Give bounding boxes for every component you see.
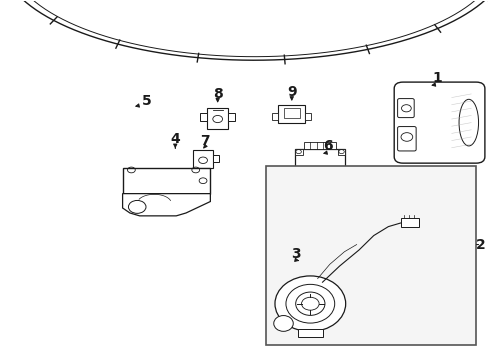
Ellipse shape [274, 276, 345, 332]
Text: 2: 2 [475, 238, 485, 252]
Bar [294, 149, 345, 179]
Bar [212, 155, 218, 162]
Bar [193, 150, 212, 168]
Bar [278, 105, 305, 123]
FancyBboxPatch shape [397, 127, 415, 151]
Bar [298, 329, 322, 337]
Text: 9: 9 [286, 85, 296, 99]
Text: 7: 7 [199, 134, 209, 148]
Bar [337, 173, 345, 179]
Ellipse shape [458, 99, 478, 146]
Bar [272, 113, 278, 120]
Bar [304, 141, 335, 149]
Bar [122, 168, 210, 194]
Ellipse shape [295, 292, 325, 315]
Bar [337, 149, 345, 154]
Bar [266, 166, 475, 345]
Bar [200, 113, 206, 121]
Bar [206, 108, 228, 129]
Bar [284, 108, 299, 118]
Bar [400, 219, 418, 227]
Text: 8: 8 [212, 87, 222, 101]
Polygon shape [122, 194, 210, 216]
Text: 6: 6 [323, 139, 332, 153]
Bar [294, 173, 302, 179]
Bar [294, 149, 302, 154]
Text: 3: 3 [290, 247, 300, 261]
Text: 1: 1 [431, 71, 441, 85]
Text: 5: 5 [142, 94, 152, 108]
Bar [228, 113, 235, 121]
Ellipse shape [285, 284, 334, 323]
FancyBboxPatch shape [393, 82, 484, 163]
FancyBboxPatch shape [397, 99, 413, 118]
Text: 4: 4 [170, 132, 180, 146]
Ellipse shape [273, 316, 293, 331]
Bar [305, 113, 311, 120]
